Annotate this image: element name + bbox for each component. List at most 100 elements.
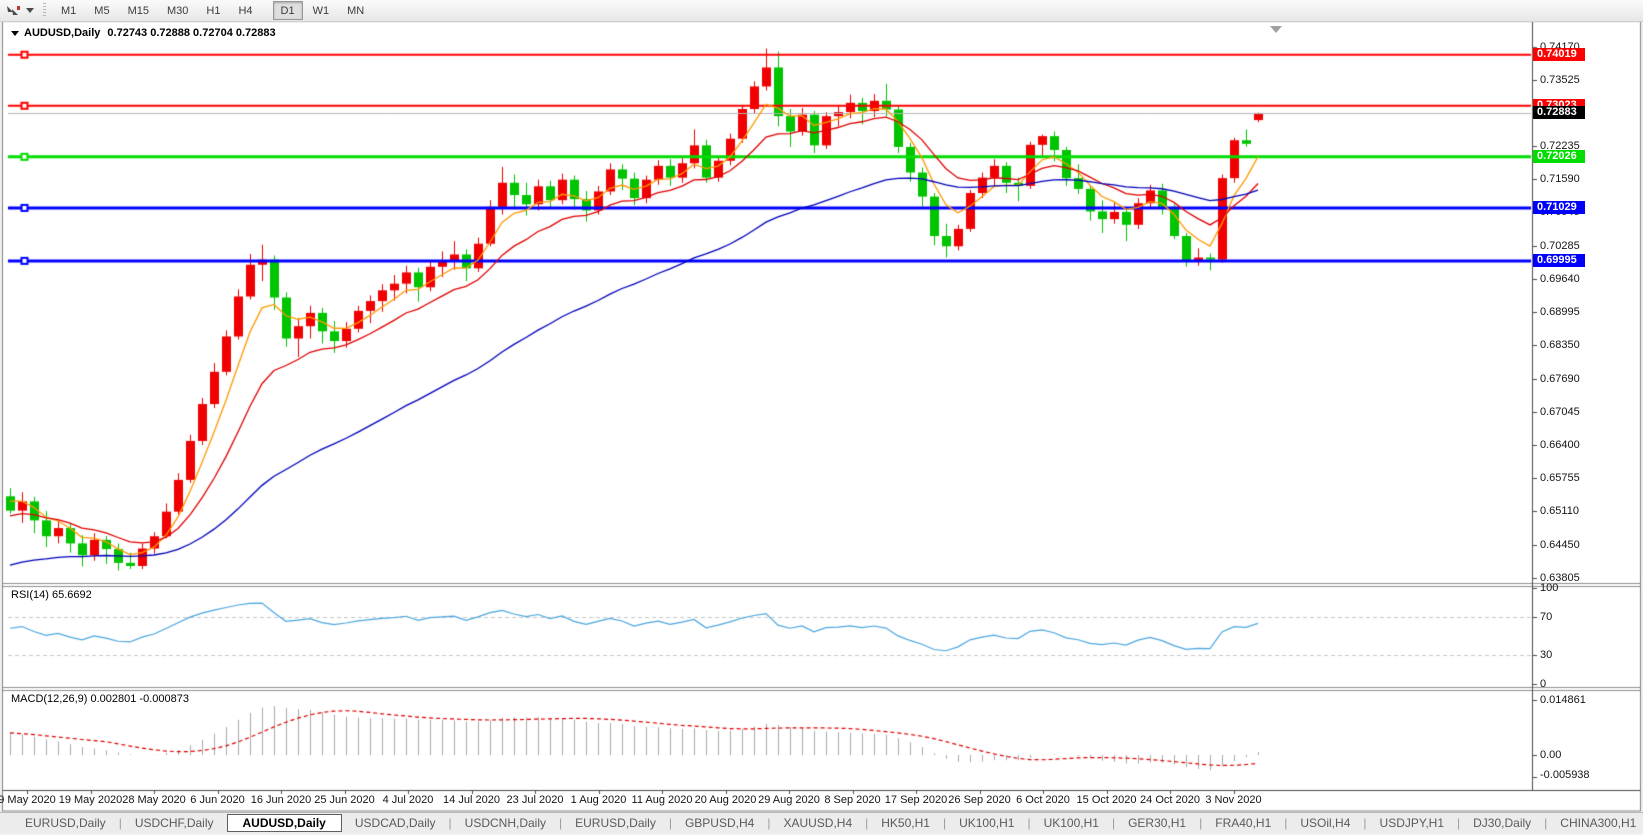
tab-uk100-h1[interactable]: UK100,H1 <box>959 816 1015 830</box>
tab-xauusd-h4[interactable]: XAUUSD,H4 <box>783 816 853 830</box>
macd-name: MACD(12,26,9) <box>11 693 88 705</box>
tab-separator: | <box>1544 816 1548 830</box>
tab-usdcad-daily[interactable]: USDCAD,Daily <box>354 816 436 830</box>
date-axis-label: 14 Jul 2020 <box>443 794 500 806</box>
tab-eurusd-daily[interactable]: EURUSD,Daily <box>25 816 106 830</box>
price-axis-label: 0.72235 <box>1540 140 1580 153</box>
tab-separator: | <box>118 816 122 830</box>
tab-gbpusd-h4[interactable]: GBPUSD,H4 <box>684 816 755 830</box>
tab-separator: | <box>1111 816 1116 830</box>
chart-tabs: EURUSD,Daily | USDCHF,Daily AUDUSD,Daily USD… <box>12 814 1643 832</box>
date-axis-label: 1 Aug 2020 <box>570 794 627 806</box>
rsi-axis-label: 70 <box>1540 610 1553 623</box>
tab-ger30-h1[interactable]: GER30,H1 <box>1128 816 1187 830</box>
tab-separator: | <box>1199 816 1203 830</box>
timeframe-button-d1[interactable]: D1 <box>272 1 303 21</box>
timeframe-buttons: M1 M5 M15 M30 H1 H4 D1 W1 MN <box>52 1 383 21</box>
date-axis-label: 8 Sep 2020 <box>824 794 881 806</box>
tab-usdchf-daily[interactable]: USDCHF,Daily <box>134 816 214 830</box>
price-axis-label: 0.71590 <box>1540 173 1580 186</box>
date-axis-label: 19 May 2020 <box>58 794 123 806</box>
chart-type-button[interactable] <box>3 3 36 19</box>
date-axis-label: 15 Oct 2020 <box>1076 794 1137 806</box>
tab-usdcnh-daily[interactable]: USDCNH,Daily <box>464 816 547 830</box>
timeframe-button-m15[interactable]: M15 <box>127 4 149 17</box>
date-axis-label: 16 Jun 2020 <box>250 794 312 806</box>
tab-separator: | <box>1027 816 1031 830</box>
tab-eurusd-daily[interactable]: EURUSD,Daily <box>575 816 656 830</box>
caret-down-icon[interactable] <box>26 8 34 13</box>
date-axis-label: 24 Oct 2020 <box>1140 794 1200 806</box>
price-axis-label: 0.64450 <box>1540 538 1580 551</box>
hline-price-tag[interactable]: 0.72026 <box>1533 150 1585 164</box>
rsi-axis-label: 0 <box>1540 678 1547 690</box>
tab-hk50-h1[interactable]: HK50,H1 <box>881 816 930 830</box>
timeframe-button-mn[interactable]: MN <box>347 4 365 17</box>
price-axis-label: 0.68350 <box>1540 339 1580 352</box>
tab-usoil-h4[interactable]: USOil,H4 <box>1300 816 1351 830</box>
toolbar-grip-handle[interactable] <box>43 3 46 18</box>
date-axis-label: 29 Aug 2020 <box>758 794 820 806</box>
date-axis-label: 23 Jul 2020 <box>506 794 564 806</box>
tab-fra40-h1[interactable]: FRA40,H1 <box>1215 816 1272 830</box>
macd-axis-label: 0.014861 <box>1540 694 1586 706</box>
price-axis-label: 0.63805 <box>1540 572 1580 584</box>
chart-symbol-label: AUDUSD,Daily <box>24 27 101 39</box>
tab-uk100-h1[interactable]: UK100,H1 <box>1043 816 1099 830</box>
date-axis-label: 4 Jul 2020 <box>382 794 434 806</box>
date-axis-label: 20 Aug 2020 <box>694 794 757 806</box>
date-axis-label: 28 May 2020 <box>122 794 186 806</box>
timeframe-toolbar: M1 M5 M15 M30 H1 H4 D1 W1 MN <box>0 0 1643 22</box>
hline-price-tag[interactable]: 0.71029 <box>1533 201 1585 215</box>
rsi-indicator-label: RSI(14) 65.6692 <box>11 589 92 601</box>
tab-separator: | <box>767 816 771 830</box>
tab-separator: | <box>865 816 869 830</box>
date-axis-label: 17 Sep 2020 <box>884 794 948 806</box>
hline-price-tag[interactable]: 0.74019 <box>1533 48 1585 62</box>
hline-price-tag[interactable]: 0.69995 <box>1533 254 1585 268</box>
timeframe-button-m30[interactable]: M30 <box>166 4 189 17</box>
macd-indicator-label: MACD(12,26,9) 0.002801 -0.000873 <box>11 693 189 705</box>
timeframe-button-w1[interactable]: W1 <box>312 4 330 17</box>
date-axis-label: 3 Nov 2020 <box>1205 794 1262 806</box>
chart-title: AUDUSD,Daily 0.72743 0.72888 0.72704 0.72… <box>11 27 276 39</box>
rsi-axis-label: 100 <box>1540 582 1559 594</box>
price-axis-label: 0.65755 <box>1540 472 1580 485</box>
tab-separator: | <box>1457 816 1461 830</box>
price-axis-label: 0.69640 <box>1540 273 1580 286</box>
timeframe-button-h1[interactable]: H1 <box>206 4 221 17</box>
timeframe-button-h4[interactable]: H4 <box>238 4 253 17</box>
price-axis-label: 0.74170 <box>1540 41 1580 53</box>
chart-tab-bar: EURUSD,Daily | USDCHF,Daily AUDUSD,Daily USD… <box>0 812 1643 833</box>
chart-menu-icon[interactable] <box>11 30 19 36</box>
tab-china300-h1[interactable]: CHINA300,H1 <box>1560 816 1637 830</box>
tab-dj30-daily[interactable]: DJ30,Daily <box>1473 816 1532 830</box>
date-axis-label: 6 Jun 2020 <box>190 794 245 806</box>
timeframe-button-m1[interactable]: M1 <box>61 4 77 17</box>
current-price-tag: 0.72883 <box>1533 106 1585 120</box>
tab-audusd-daily[interactable]: AUDUSD,Daily <box>226 814 342 832</box>
price-axis-label: 0.68995 <box>1540 306 1580 319</box>
macd-values: 0.002801 -0.000873 <box>90 693 189 705</box>
tab-usdjpy-h1[interactable]: USDJPY,H1 <box>1379 816 1445 830</box>
tab-separator: | <box>668 816 672 830</box>
price-axis-label: 0.67045 <box>1540 406 1580 418</box>
rsi-axis-label: 30 <box>1540 649 1553 662</box>
tab-separator: | <box>1284 816 1288 830</box>
tab-separator: | <box>1363 816 1367 830</box>
tab-separator: | <box>448 816 452 830</box>
price-axis-label: 0.70285 <box>1540 240 1580 253</box>
tab-separator: | <box>942 816 947 830</box>
chart-shift-triangle-icon[interactable] <box>1270 26 1282 33</box>
date-axis-label: 11 Aug 2020 <box>631 794 693 806</box>
rsi-value: 65.6692 <box>51 589 92 601</box>
macd-axis-label: -0.005938 <box>1540 769 1590 781</box>
date-axis-label: 6 Oct 2020 <box>1016 794 1070 806</box>
price-axis-label: 0.73525 <box>1540 74 1580 87</box>
timeframe-button-m5[interactable]: M5 <box>94 4 110 17</box>
price-axis-label: 0.67690 <box>1540 372 1580 385</box>
chart-ohlc-values: 0.72743 0.72888 0.72704 0.72883 <box>107 27 276 39</box>
date-axis-label: 25 Jun 2020 <box>314 794 375 806</box>
macd-axis-label: 0.00 <box>1540 749 1562 761</box>
